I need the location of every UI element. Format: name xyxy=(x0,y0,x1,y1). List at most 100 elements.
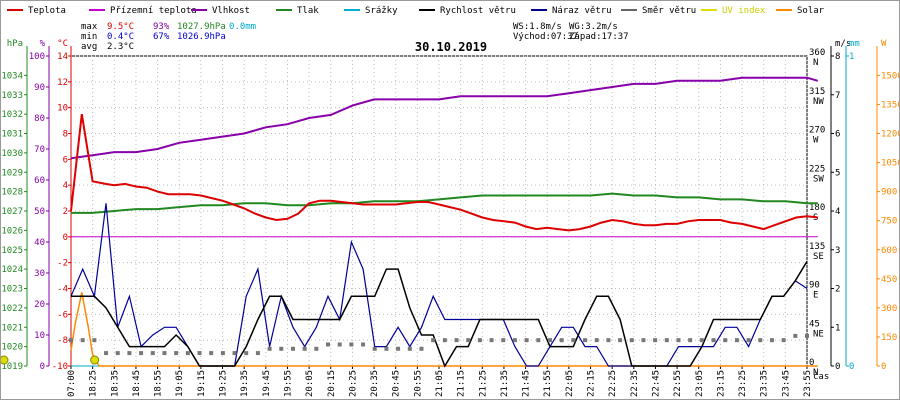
axis-temp-tick-label: 10 xyxy=(57,104,68,114)
axis-pct-tick-label: 70 xyxy=(34,145,45,155)
marker-uv xyxy=(90,355,100,365)
axis-dir-compass: NE xyxy=(813,329,824,339)
x-tick-label: 22:35 xyxy=(630,370,640,397)
axis-temp-tick-label: 0 xyxy=(63,233,68,243)
series-smer-point xyxy=(372,346,377,351)
axis-temp-unit: °C xyxy=(57,39,68,49)
stat-sunrise: Východ:07:37 xyxy=(513,32,578,42)
series-smer-point xyxy=(466,338,471,343)
series-teplota xyxy=(70,113,818,232)
axis-mm-tick-label: 1 xyxy=(849,52,854,62)
series-smer-point xyxy=(489,338,494,343)
axis-pct-tick-label: 40 xyxy=(34,238,45,248)
axis-temp-tick-label: 2 xyxy=(63,207,68,217)
axis-temp-tick-label: 6 xyxy=(63,155,68,165)
series-smer-point xyxy=(676,338,681,343)
axis-dir-compass: SE xyxy=(813,252,824,262)
series-smer-point xyxy=(805,333,809,338)
x-tick-label: 20:45 xyxy=(392,370,402,397)
chart-title: 30.10.2019 xyxy=(415,40,487,54)
axis-w-tick-label: 1350 xyxy=(881,100,899,110)
series-smer-point xyxy=(255,351,260,356)
series-smer-point xyxy=(547,338,552,343)
axis-hpa-tick-label: 1030 xyxy=(1,149,23,159)
x-tick-label: 20:05 xyxy=(305,370,315,397)
axis-pct-tick-label: 50 xyxy=(34,207,45,217)
series-smer-point xyxy=(524,338,529,343)
series-smer-point xyxy=(583,338,588,343)
axis-dir-compass: NW xyxy=(813,97,824,107)
x-tick-label: 23:25 xyxy=(738,370,748,397)
axis-hpa-tick-label: 1029 xyxy=(1,168,23,178)
axis-hpa-tick-label: 1019 xyxy=(1,362,23,372)
x-tick-label: 19:25 xyxy=(219,370,229,397)
axis-dir-value: 180 xyxy=(809,203,825,213)
series-smer-point xyxy=(244,351,249,356)
x-tick-label: 20:55 xyxy=(413,370,423,397)
axis-ms-tick-label: 6 xyxy=(835,130,840,140)
axis-w-tick-label: 0 xyxy=(881,362,886,372)
legend-label-srazky: Srážky xyxy=(365,6,398,16)
series-smer-point xyxy=(723,338,728,343)
axis-pct-unit: % xyxy=(40,39,46,49)
series-smer-point xyxy=(512,338,517,343)
axis-w-tick-label: 450 xyxy=(881,275,897,285)
axis-hpa-tick-label: 1034 xyxy=(1,71,23,81)
axis-dir-compass: N xyxy=(813,58,818,68)
axis-ms-tick-label: 7 xyxy=(835,91,840,101)
x-tick-label: 22:15 xyxy=(587,370,597,397)
axis-hpa-tick-label: 1020 xyxy=(1,343,23,353)
series-smer-point xyxy=(641,338,646,343)
series-solar xyxy=(70,292,818,367)
series-smer-point xyxy=(104,351,109,356)
series-tlak xyxy=(71,192,818,214)
series-smer-point xyxy=(688,338,693,343)
axis-dir-compass: E xyxy=(813,291,818,301)
x-tick-label: 23:45 xyxy=(781,370,791,397)
series-smer-point xyxy=(396,346,401,351)
series-smer-point xyxy=(653,338,658,343)
x-tick-label: 21:45 xyxy=(522,370,532,397)
series-smer-point xyxy=(127,351,132,356)
axis-mm-unit: mm xyxy=(849,39,860,49)
series-smer-point xyxy=(419,346,424,351)
axis-w-tick-label: 600 xyxy=(881,246,897,256)
x-tick-label: 20:15 xyxy=(327,370,337,397)
series-smer-point xyxy=(454,338,459,343)
series-smer-point xyxy=(302,346,307,351)
stat-min-hum: 67% xyxy=(153,32,170,42)
x-tick-label: 22:55 xyxy=(673,370,683,397)
series-smer-point xyxy=(92,338,97,343)
axis-pct-tick-label: 90 xyxy=(34,83,45,93)
stat-max-rain: 0.0mm xyxy=(229,22,256,32)
x-tick-label: 19:45 xyxy=(262,370,272,397)
x-tick-label: 22:45 xyxy=(651,370,661,397)
legend-label-teplota: Teplota xyxy=(28,6,66,16)
axis-hpa-tick-label: 1023 xyxy=(1,285,23,295)
axis-pct-tick-label: 30 xyxy=(34,269,45,279)
series-smer-point xyxy=(442,338,447,343)
axis-temp-tick-label: 14 xyxy=(57,52,68,62)
axis-pct-tick-label: 60 xyxy=(34,176,45,186)
series-smer-point xyxy=(559,338,564,343)
axis-pct-tick-label: 0 xyxy=(40,362,45,372)
axis-ms-tick-label: 5 xyxy=(835,168,840,178)
axis-temp-tick-label: 12 xyxy=(57,78,68,88)
axis-temp-tick-label: -10 xyxy=(52,362,68,372)
stat-min-label: min xyxy=(81,32,97,42)
axis-pct-tick-label: 20 xyxy=(34,300,45,310)
axis-ms-tick-label: 0 xyxy=(835,362,840,372)
x-tick-label: 22:05 xyxy=(565,370,575,397)
x-tick-label: 19:55 xyxy=(283,370,293,397)
x-axis-unit: čas xyxy=(813,371,829,382)
axis-temp-tick-label: -2 xyxy=(57,259,68,269)
axis-hpa-tick-label: 1032 xyxy=(1,110,23,120)
stat-max-temp: 9.5°C xyxy=(107,22,134,32)
axis-hpa-tick-label: 1021 xyxy=(1,323,23,333)
axis-temp-tick-label: 8 xyxy=(63,130,68,140)
series-smer-point xyxy=(314,346,319,351)
x-tick-label: 21:35 xyxy=(500,370,510,397)
series-smer-point xyxy=(267,346,272,351)
stat-wg: WG:3.2m/s xyxy=(569,22,618,32)
